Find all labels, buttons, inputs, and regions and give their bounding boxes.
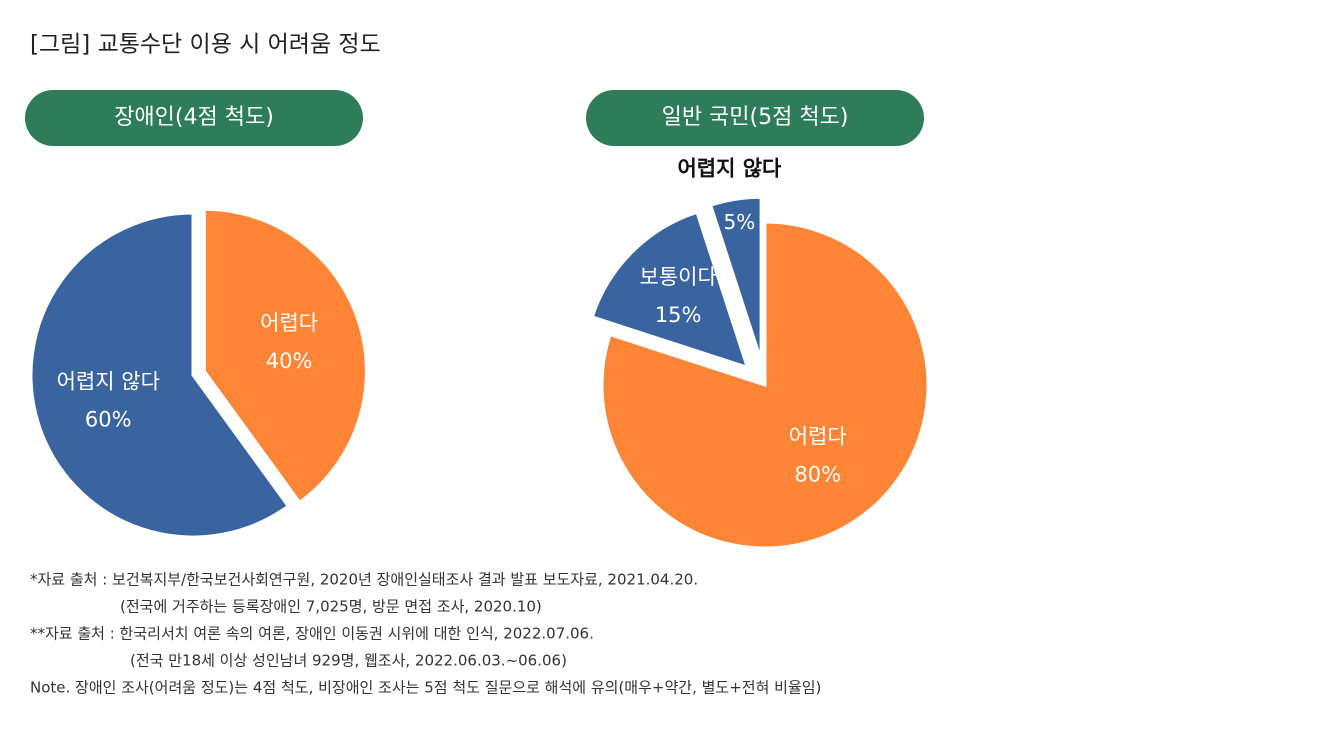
pie-slice [29,211,291,539]
note: (전국 만18세 이상 성인남녀 929명, 웹조사, 2022.06.03.~… [130,652,567,670]
pie-title: 일반 국민(5점 척도) [662,105,849,130]
value-label: 60% [85,408,132,432]
value-label: 40% [266,349,313,373]
value-label: 5% [724,210,756,234]
note: (전국에 거주하는 등록장애인 7,025명, 방문 면접 조사, 2020.1… [120,598,542,616]
pie-slice [708,195,763,361]
pie-title: 장애인(4점 척도) [114,105,274,130]
slice-name: 어렵지 않다 [57,370,160,394]
slice-name: 어렵다 [789,425,847,449]
slice-name: 어렵지 않다 [677,156,782,180]
note: Note. 장애인 조사(어려움 정도)는 4점 척도, 비장애인 조사는 5점… [30,679,821,697]
pie-slice [590,210,750,370]
slice-name: 어렵다 [260,311,318,335]
pie-header-bg [25,90,363,146]
pie-slice [202,207,368,505]
value-label: 80% [794,463,841,487]
pie-header-bg [586,90,924,146]
note: **자료 출처 : 한국리서치 여론 속의 여론, 장애인 이동권 시위에 대한… [30,625,594,643]
slice-name: 보통이다 [640,265,717,289]
figure-title: [그림] 교통수단 이용 시 어려움 정도 [30,32,381,58]
value-label: 15% [655,303,702,327]
note: *자료 출처 : 보건복지부/한국보건사회연구원, 2020년 장애인실태조사 … [30,571,698,589]
pie-slice [600,220,930,550]
